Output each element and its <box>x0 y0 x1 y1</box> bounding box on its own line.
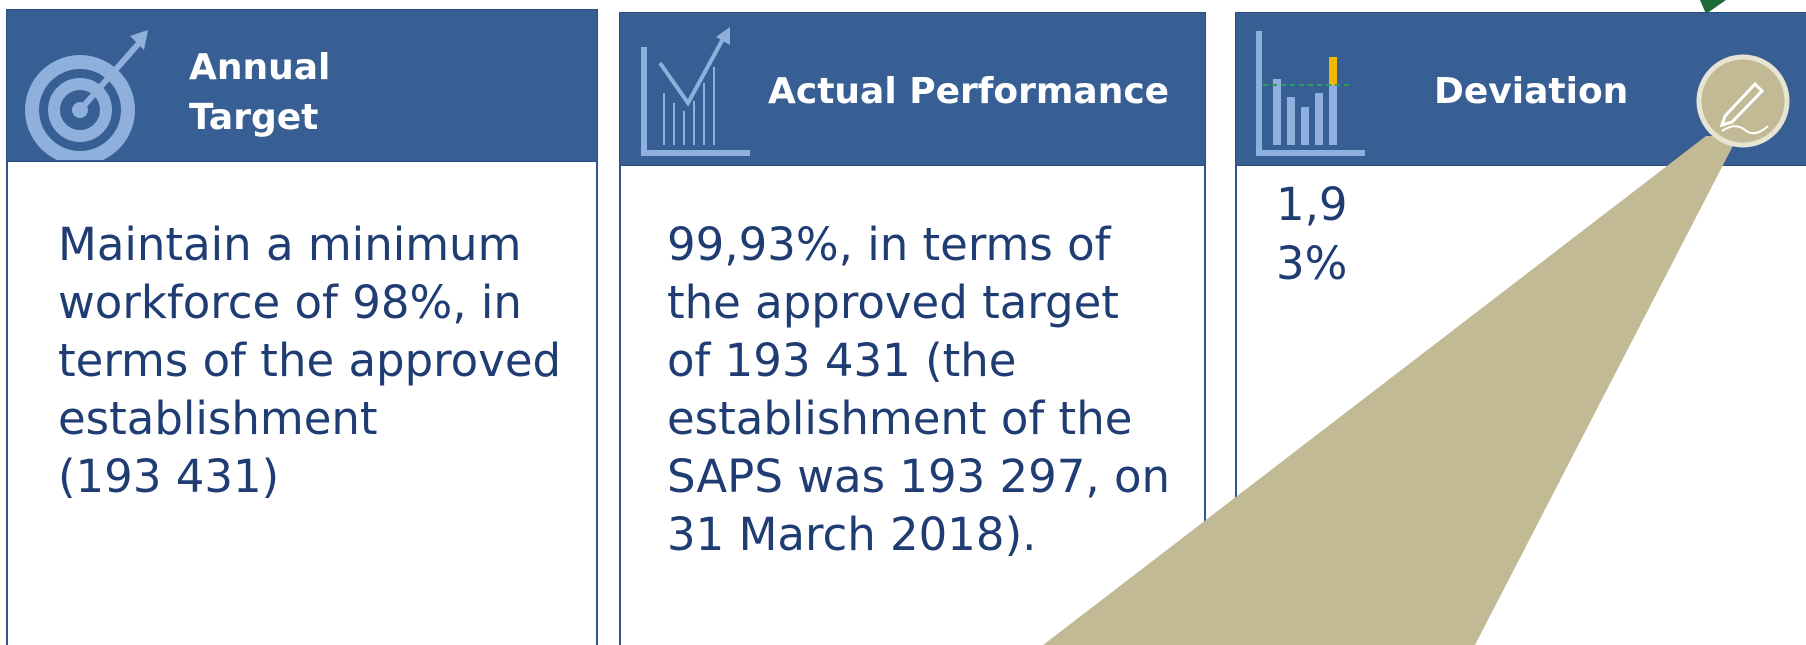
body-line: 31 March 2018). <box>667 508 1037 561</box>
chart-icon <box>641 27 750 156</box>
body-line: of 193 431 (the <box>667 334 1017 387</box>
panel-title: Actual Performance <box>768 71 1170 112</box>
arrow-tip <box>1700 0 1726 14</box>
target-icon <box>25 30 148 160</box>
body-line: 1,9 <box>1276 178 1348 231</box>
body-line: the approved target <box>667 276 1119 329</box>
panel-body <box>619 164 1206 645</box>
body-line: (193 431) <box>58 450 280 503</box>
body-line: workforce of 98%, in <box>58 276 522 329</box>
bar-icon <box>1256 31 1365 156</box>
panel-title: Annual <box>189 47 331 88</box>
body-line: establishment <box>58 392 378 445</box>
pencil-stroke <box>1721 125 1769 135</box>
body-line: 99,93%, in terms of <box>667 218 1111 271</box>
body-line: establishment of the <box>667 392 1133 445</box>
edit-button[interactable] <box>1696 54 1790 148</box>
panel-body <box>6 160 598 645</box>
body-line: 3% <box>1276 237 1348 290</box>
callout <box>1043 136 1738 645</box>
pencil-icon <box>1719 81 1765 128</box>
body-line: terms of the approved <box>58 334 562 387</box>
panel-header: Annual Target <box>6 9 598 162</box>
panel-title: Target <box>189 97 319 138</box>
panel-header: Actual Performance <box>619 12 1206 166</box>
body-line: Maintain a minimum <box>58 218 522 271</box>
panel-title: Deviation <box>1434 71 1629 112</box>
body-line: SAPS was 193 297, on <box>667 450 1171 503</box>
